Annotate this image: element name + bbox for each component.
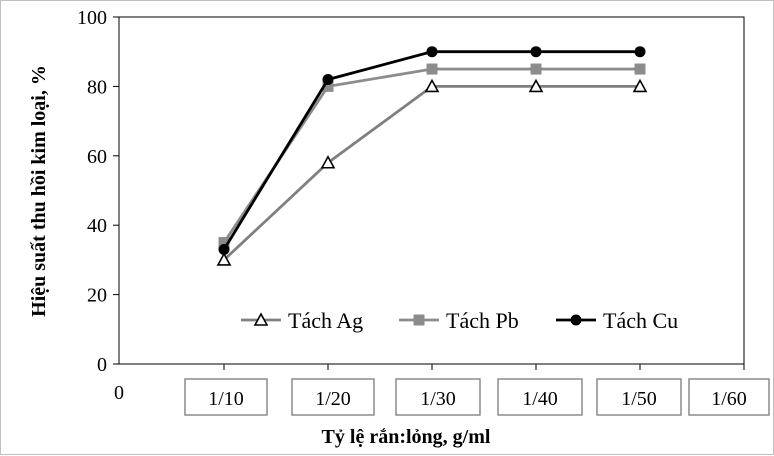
- data-point-circle: [426, 46, 438, 58]
- x-category-label: 1/50: [621, 388, 657, 410]
- data-point-triangle: [632, 78, 648, 93]
- x-category-label: 1/60: [711, 388, 747, 410]
- data-point-triangle: [320, 155, 336, 169]
- x-axis-title: Tỷ lệ rắn:lỏng, g/ml: [322, 426, 491, 448]
- x-category-label: 1/40: [522, 388, 558, 410]
- data-point-circle: [322, 73, 334, 85]
- y-tick-label: 40: [87, 215, 107, 237]
- x-category-label: 1/30: [420, 388, 456, 410]
- legend-label: Tách Pb: [446, 308, 519, 333]
- category-box: [395, 378, 481, 416]
- data-point-square: [426, 63, 438, 75]
- x-category-label: 1/20: [315, 388, 351, 410]
- legend-label: Tách Ag: [288, 308, 363, 333]
- category-box: [688, 378, 770, 416]
- data-point-circle: [530, 46, 542, 58]
- category-box: [184, 378, 268, 416]
- data-point-square: [530, 63, 542, 75]
- legend-label: Tách Cu: [603, 308, 678, 333]
- category-box: [497, 378, 583, 416]
- y-tick-label: 80: [87, 76, 107, 98]
- category-box: [596, 378, 682, 416]
- data-point-triangle: [253, 312, 269, 326]
- series-line: [223, 85, 640, 261]
- data-point-square: [634, 63, 646, 75]
- x-category-label: 1/10: [208, 388, 244, 410]
- data-point-triangle: [216, 252, 232, 266]
- y-tick-label: 60: [87, 146, 107, 168]
- x-origin-label: 0: [114, 382, 124, 404]
- data-point-triangle: [528, 78, 544, 93]
- category-box: [291, 378, 375, 416]
- y-tick-label: 0: [97, 354, 107, 376]
- data-point-circle: [218, 243, 230, 255]
- y-tick-label: 100: [77, 7, 107, 29]
- data-point-square: [413, 314, 425, 326]
- data-point-circle: [570, 314, 582, 326]
- y-tick-label: 20: [87, 285, 107, 307]
- series-line: [222, 67, 640, 244]
- data-point-triangle: [424, 78, 440, 93]
- data-point-circle: [634, 46, 646, 58]
- y-axis-title: Hiệu suất thu hồi kim loại, %: [28, 65, 50, 317]
